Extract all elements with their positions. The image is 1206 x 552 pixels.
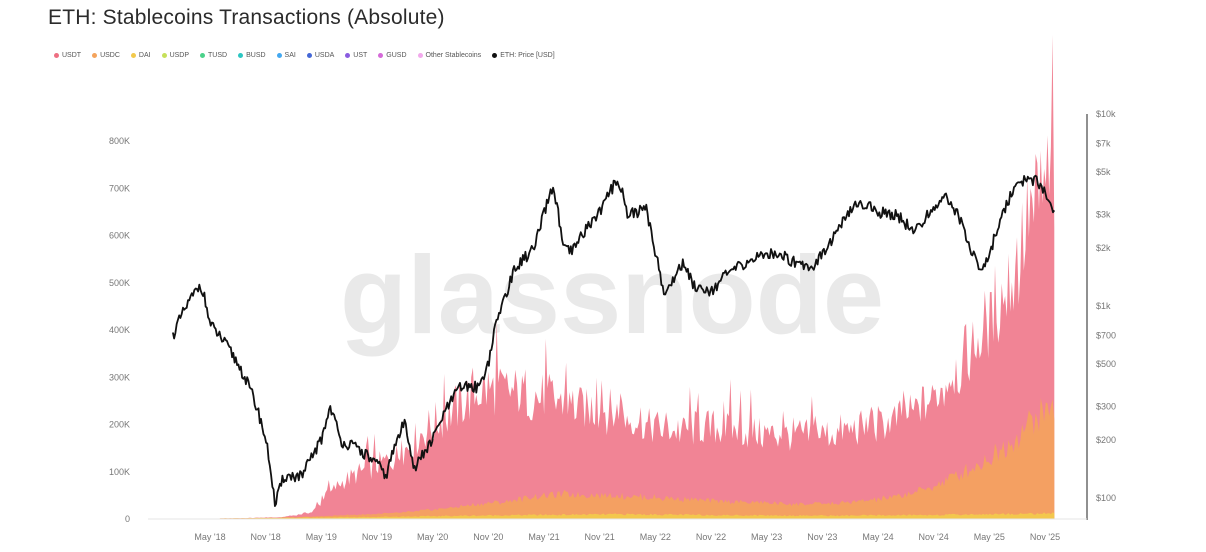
right-tick-label: $1k xyxy=(1096,301,1111,311)
legend-swatch xyxy=(345,53,351,58)
right-axis-ticks: $100 $200 $300 $500 $700 $1k $2k $3k $5k $7k $10k xyxy=(1096,109,1116,503)
right-tick-label: $10k xyxy=(1096,109,1116,119)
right-tick-label: $300 xyxy=(1096,401,1116,411)
legend-label: SAI xyxy=(284,52,296,59)
legend-swatch xyxy=(92,53,98,58)
x-tick-label: Nov '19 xyxy=(362,532,392,542)
legend-item-usdc[interactable]: USDC xyxy=(92,52,120,59)
eth-price-line xyxy=(172,174,1056,507)
x-tick-label: May '24 xyxy=(862,532,893,542)
legend-swatch xyxy=(306,53,312,58)
legend-label: USDP xyxy=(169,52,190,59)
x-tick-label: Nov '23 xyxy=(807,532,837,542)
watermark: glassnode xyxy=(340,234,884,357)
legend-item-gusd[interactable]: GUSD xyxy=(378,52,407,59)
legend-label: UST xyxy=(353,52,368,59)
right-tick-label: $7k xyxy=(1096,139,1111,149)
left-tick-label: 700K xyxy=(109,183,130,193)
right-tick-label: $3k xyxy=(1096,209,1111,219)
legend-item-sai[interactable]: SAI xyxy=(276,52,296,59)
area-dai xyxy=(172,512,1055,519)
x-tick-label: May '21 xyxy=(528,532,559,542)
legend-item-usdp[interactable]: USDP xyxy=(161,52,190,59)
legend-label: USDA xyxy=(314,52,335,59)
x-tick-label: May '18 xyxy=(194,532,225,542)
legend-label: TUSD xyxy=(208,52,228,59)
legend-swatch xyxy=(130,53,136,58)
right-tick-label: $5k xyxy=(1096,167,1111,177)
legend-item-busd[interactable]: BUSD xyxy=(238,52,266,59)
legend-item-usdt[interactable]: USDT xyxy=(54,52,81,59)
legend-label: ETH: Price [USD] xyxy=(500,52,555,59)
left-tick-label: 0 xyxy=(125,514,130,524)
right-tick-label: $200 xyxy=(1096,435,1116,445)
x-tick-label: Nov '21 xyxy=(585,532,615,542)
legend-item-dai[interactable]: DAI xyxy=(130,52,151,59)
x-axis-ticks: May '18 Nov '18 May '19 Nov '19 May '20 Nov '… xyxy=(194,532,1060,542)
legend-swatch xyxy=(200,53,206,58)
left-tick-label: 500K xyxy=(109,278,130,288)
area-usdc xyxy=(172,398,1055,519)
legend-label: Other Stablecoins xyxy=(425,52,482,59)
legend-label: USDT xyxy=(62,52,82,59)
x-tick-label: Nov '22 xyxy=(696,532,726,542)
x-tick-label: Nov '18 xyxy=(251,532,281,542)
legend-label: GUSD xyxy=(386,52,407,59)
stablecoin-areas xyxy=(172,35,1055,519)
legend-item-eth-price-usd[interactable]: ETH: Price [USD] xyxy=(492,52,555,59)
chart-legend: USDT USDC DAI USDP TUSD BUSD SAI USDA UST GUSD Oth… xyxy=(54,52,555,59)
left-tick-label: 300K xyxy=(109,372,130,382)
legend-swatch xyxy=(378,53,384,58)
x-tick-label: Nov '20 xyxy=(473,532,503,542)
x-tick-label: May '22 xyxy=(640,532,671,542)
legend-label: USDC xyxy=(100,52,120,59)
legend-swatch xyxy=(417,53,423,58)
legend-swatch xyxy=(276,53,282,58)
legend-swatch xyxy=(54,53,59,58)
left-axis-ticks: 0 100K 200K 300K 400K 500K 600K 700K 800K xyxy=(109,136,130,524)
right-tick-label: $100 xyxy=(1096,493,1116,503)
right-tick-label: $500 xyxy=(1096,359,1116,369)
legend-item-tusd[interactable]: TUSD xyxy=(200,52,227,59)
x-tick-label: Nov '24 xyxy=(919,532,949,542)
x-tick-label: May '19 xyxy=(306,532,337,542)
left-tick-label: 400K xyxy=(109,325,130,335)
x-tick-label: May '25 xyxy=(974,532,1005,542)
right-tick-label: $700 xyxy=(1096,331,1116,341)
legend-label: DAI xyxy=(138,52,151,59)
x-tick-label: May '23 xyxy=(751,532,782,542)
left-tick-label: 800K xyxy=(109,136,130,146)
legend-item-other-stablecoins[interactable]: Other Stablecoins xyxy=(417,52,482,59)
left-tick-label: 600K xyxy=(109,231,130,241)
left-tick-label: 100K xyxy=(109,467,130,477)
eth-price-path xyxy=(172,174,1056,507)
left-tick-label: 200K xyxy=(109,420,130,430)
chart-title: ETH: Stablecoins Transactions (Absolute) xyxy=(48,6,445,29)
right-tick-label: $2k xyxy=(1096,243,1111,253)
legend-label: BUSD xyxy=(246,52,266,59)
legend-item-usda[interactable]: USDA xyxy=(306,52,335,59)
legend-swatch xyxy=(492,53,498,58)
legend-item-ust[interactable]: UST xyxy=(345,52,367,59)
legend-swatch xyxy=(238,53,244,58)
x-tick-label: May '20 xyxy=(417,532,448,542)
legend-swatch xyxy=(161,53,167,58)
x-tick-label: Nov '25 xyxy=(1030,532,1060,542)
